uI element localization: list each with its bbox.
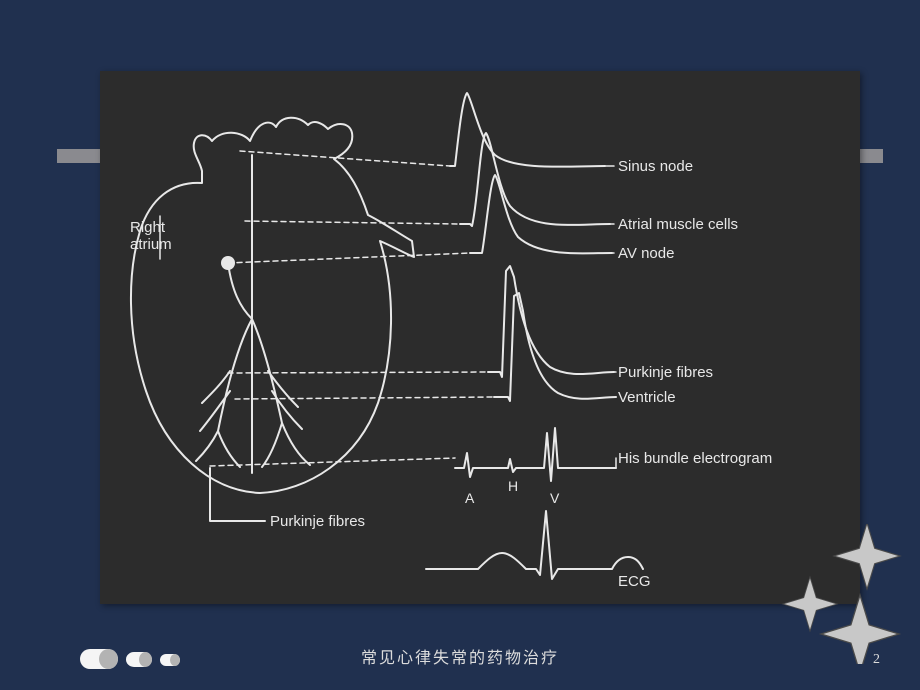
wave-his — [455, 428, 616, 481]
label-ventricle: Ventricle — [618, 389, 676, 406]
label-av: AV node — [618, 245, 674, 262]
accent-bar-left — [57, 149, 103, 163]
label-his: His bundle electrogram — [618, 450, 772, 467]
heart-outline — [131, 118, 414, 493]
label-sinus: Sinus node — [618, 158, 693, 175]
marker-h: H — [508, 478, 518, 494]
label-leaders — [605, 166, 616, 468]
right-labels: Sinus node Atrial muscle cells AV node P… — [618, 158, 772, 590]
right-atrium-label: Right atrium — [130, 216, 172, 259]
purkinje-bottom-label: Purkinje fibres — [270, 513, 365, 530]
footer-title: 常见心律失常的药物治疗 — [0, 644, 920, 668]
his-markers: A H V — [465, 478, 560, 506]
svg-text:Right: Right — [130, 219, 166, 236]
marker-v: V — [550, 490, 560, 506]
star-decoration — [752, 524, 902, 664]
label-ecg: ECG — [618, 573, 651, 590]
his-bundle — [228, 263, 252, 319]
label-purkinje: Purkinje fibres — [618, 364, 713, 381]
left-bundle — [252, 319, 310, 467]
purkinje-pointer — [210, 468, 265, 521]
wave-av — [470, 175, 612, 253]
page-number: 2 — [873, 652, 880, 668]
marker-a: A — [465, 490, 475, 506]
wave-ventricle — [494, 293, 616, 401]
conduction-diagram: Right atrium Purkinje fibres — [100, 71, 860, 604]
wave-atrial — [460, 133, 610, 226]
wave-ecg — [426, 511, 643, 579]
svg-text:atrium: atrium — [130, 236, 172, 253]
right-bundle — [196, 319, 252, 467]
label-atrial: Atrial muscle cells — [618, 216, 738, 233]
wave-sinus — [450, 93, 605, 167]
wave-purkinje — [488, 266, 614, 377]
